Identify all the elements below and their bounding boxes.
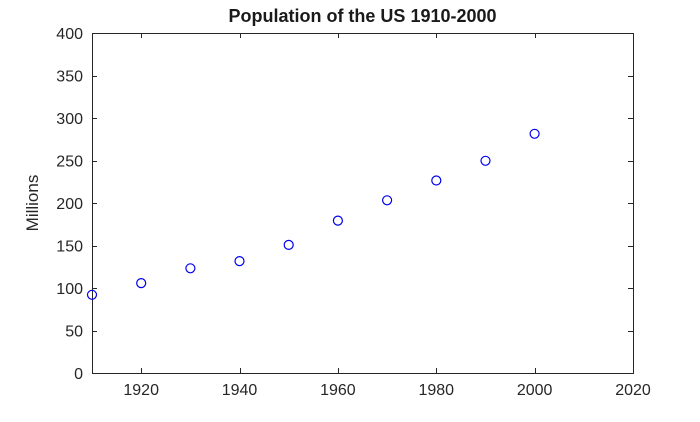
chart-title: Population of the US 1910-2000 [228, 6, 496, 26]
x-tick-label: 1940 [222, 382, 258, 399]
x-tick-label: 1960 [320, 382, 356, 399]
y-tick-label: 0 [74, 366, 83, 383]
y-tick-label: 300 [56, 111, 83, 128]
data-point [136, 278, 147, 289]
plot-box [92, 33, 634, 374]
data-point [529, 128, 540, 139]
x-tick-label: 1980 [418, 382, 454, 399]
y-axis-label: Millions [23, 175, 42, 232]
y-tick-label: 150 [56, 239, 83, 256]
x-tick-label: 1920 [123, 382, 159, 399]
y-tick-label: 400 [56, 26, 83, 43]
data-point [283, 239, 294, 250]
data-point [332, 215, 343, 226]
x-tick-label: 2000 [517, 382, 553, 399]
data-point [86, 289, 98, 300]
data-point [185, 263, 196, 274]
data-point [234, 256, 245, 267]
data-point [480, 155, 491, 166]
data-point [431, 175, 442, 186]
data-point [382, 195, 393, 206]
y-tick-label: 350 [56, 69, 83, 86]
y-tick-label: 100 [56, 281, 83, 298]
y-tick-label: 200 [56, 196, 83, 213]
y-tick-label: 250 [56, 154, 83, 171]
y-tick-label: 50 [65, 324, 83, 341]
x-tick-label: 2020 [615, 382, 651, 399]
